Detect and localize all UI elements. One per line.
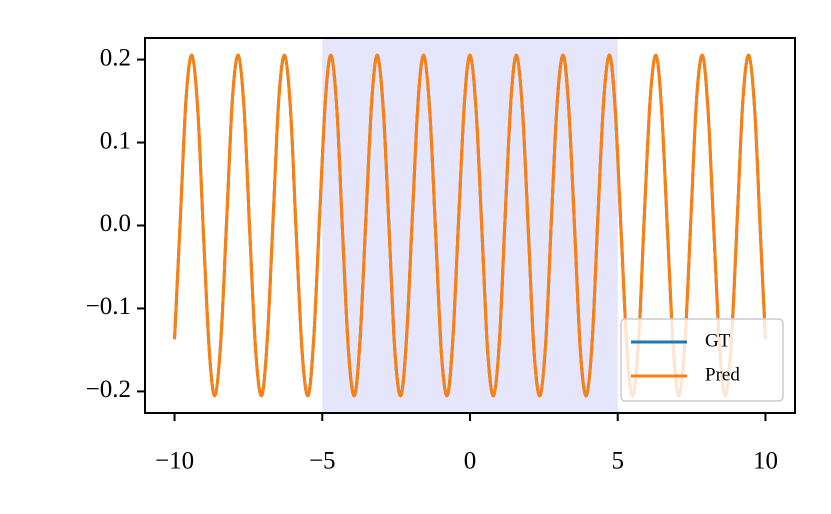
series-line [173,53,767,398]
x-tick-label: −5 [309,448,336,475]
y-tick-label: −0.1 [86,293,131,320]
legend-label: Pred [705,364,740,385]
x-tick-label: 10 [753,448,778,475]
legend-box [620,318,784,402]
y-tick-label: 0.2 [100,44,131,71]
legend: GT Pred [620,318,784,402]
y-tick-label: 0.0 [100,210,131,237]
x-tick-label: 0 [464,448,477,475]
x-tick-label: 5 [611,448,624,475]
y-tick-label: 0.1 [100,127,131,154]
y-tick-label: −0.2 [86,376,131,403]
legend-label: GT [705,330,731,351]
x-tick-label: −10 [155,448,194,475]
